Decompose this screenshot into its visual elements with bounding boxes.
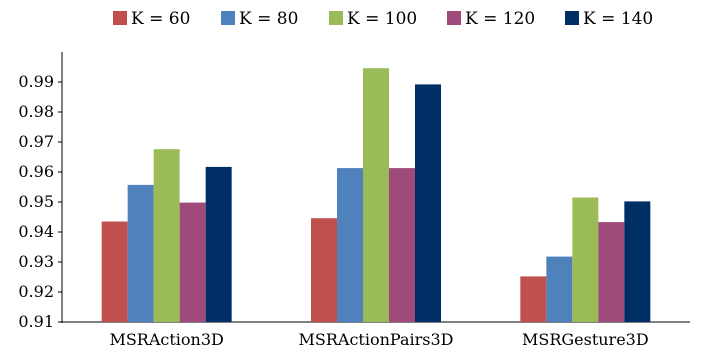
legend-swatch — [113, 11, 127, 25]
legend-label: K = 80 — [239, 9, 298, 29]
legend-label: K = 140 — [583, 9, 653, 29]
bar-msrgesture3d-series-4 — [624, 201, 651, 322]
y-tick-label: 0.97 — [18, 132, 54, 151]
bar-msraction3d-series-4 — [205, 166, 232, 322]
y-tick-label: 0.93 — [18, 252, 54, 271]
legend-label: K = 60 — [131, 9, 190, 29]
legend-swatch — [447, 11, 461, 25]
y-tick-label: 0.96 — [18, 162, 54, 181]
bar-msrgesture3d-series-1 — [546, 256, 573, 322]
bar-msractionpairs3d-series-4 — [415, 84, 441, 323]
y-tick-label: 0.98 — [18, 102, 54, 121]
legend-label: K = 120 — [465, 9, 535, 29]
legend-swatch — [221, 11, 235, 25]
bar-msractionpairs3d-series-2 — [363, 68, 389, 322]
x-category-label: MSRGesture3D — [522, 330, 649, 349]
legend-swatch — [565, 11, 579, 25]
bar-msraction3d-series-3 — [179, 202, 206, 322]
bar-msraction3d-series-1 — [127, 184, 154, 322]
bar-msrgesture3d-series-3 — [598, 222, 625, 322]
legend-label: K = 100 — [347, 9, 417, 29]
bar-msraction3d-series-2 — [153, 149, 180, 322]
bar-msractionpairs3d-series-0 — [311, 218, 337, 322]
x-category-label: MSRActionPairs3D — [299, 330, 454, 349]
legend-swatch — [329, 11, 343, 25]
y-tick-label: 0.91 — [18, 312, 54, 331]
bar-msrgesture3d-series-2 — [572, 197, 599, 322]
y-tick-label: 0.95 — [18, 192, 54, 211]
bar-msraction3d-series-0 — [101, 221, 128, 322]
bar-msractionpairs3d-series-3 — [389, 168, 415, 322]
y-tick-label: 0.92 — [18, 282, 54, 301]
x-category-label: MSRAction3D — [109, 330, 223, 349]
legend: K = 60 K = 80 K = 100 K = 120 K = 140 — [113, 9, 653, 29]
y-tick-label: 0.94 — [18, 222, 54, 241]
y-tick-label: 0.99 — [18, 72, 54, 91]
bar-msractionpairs3d-series-1 — [337, 168, 363, 322]
bar-msrgesture3d-series-0 — [520, 276, 547, 322]
